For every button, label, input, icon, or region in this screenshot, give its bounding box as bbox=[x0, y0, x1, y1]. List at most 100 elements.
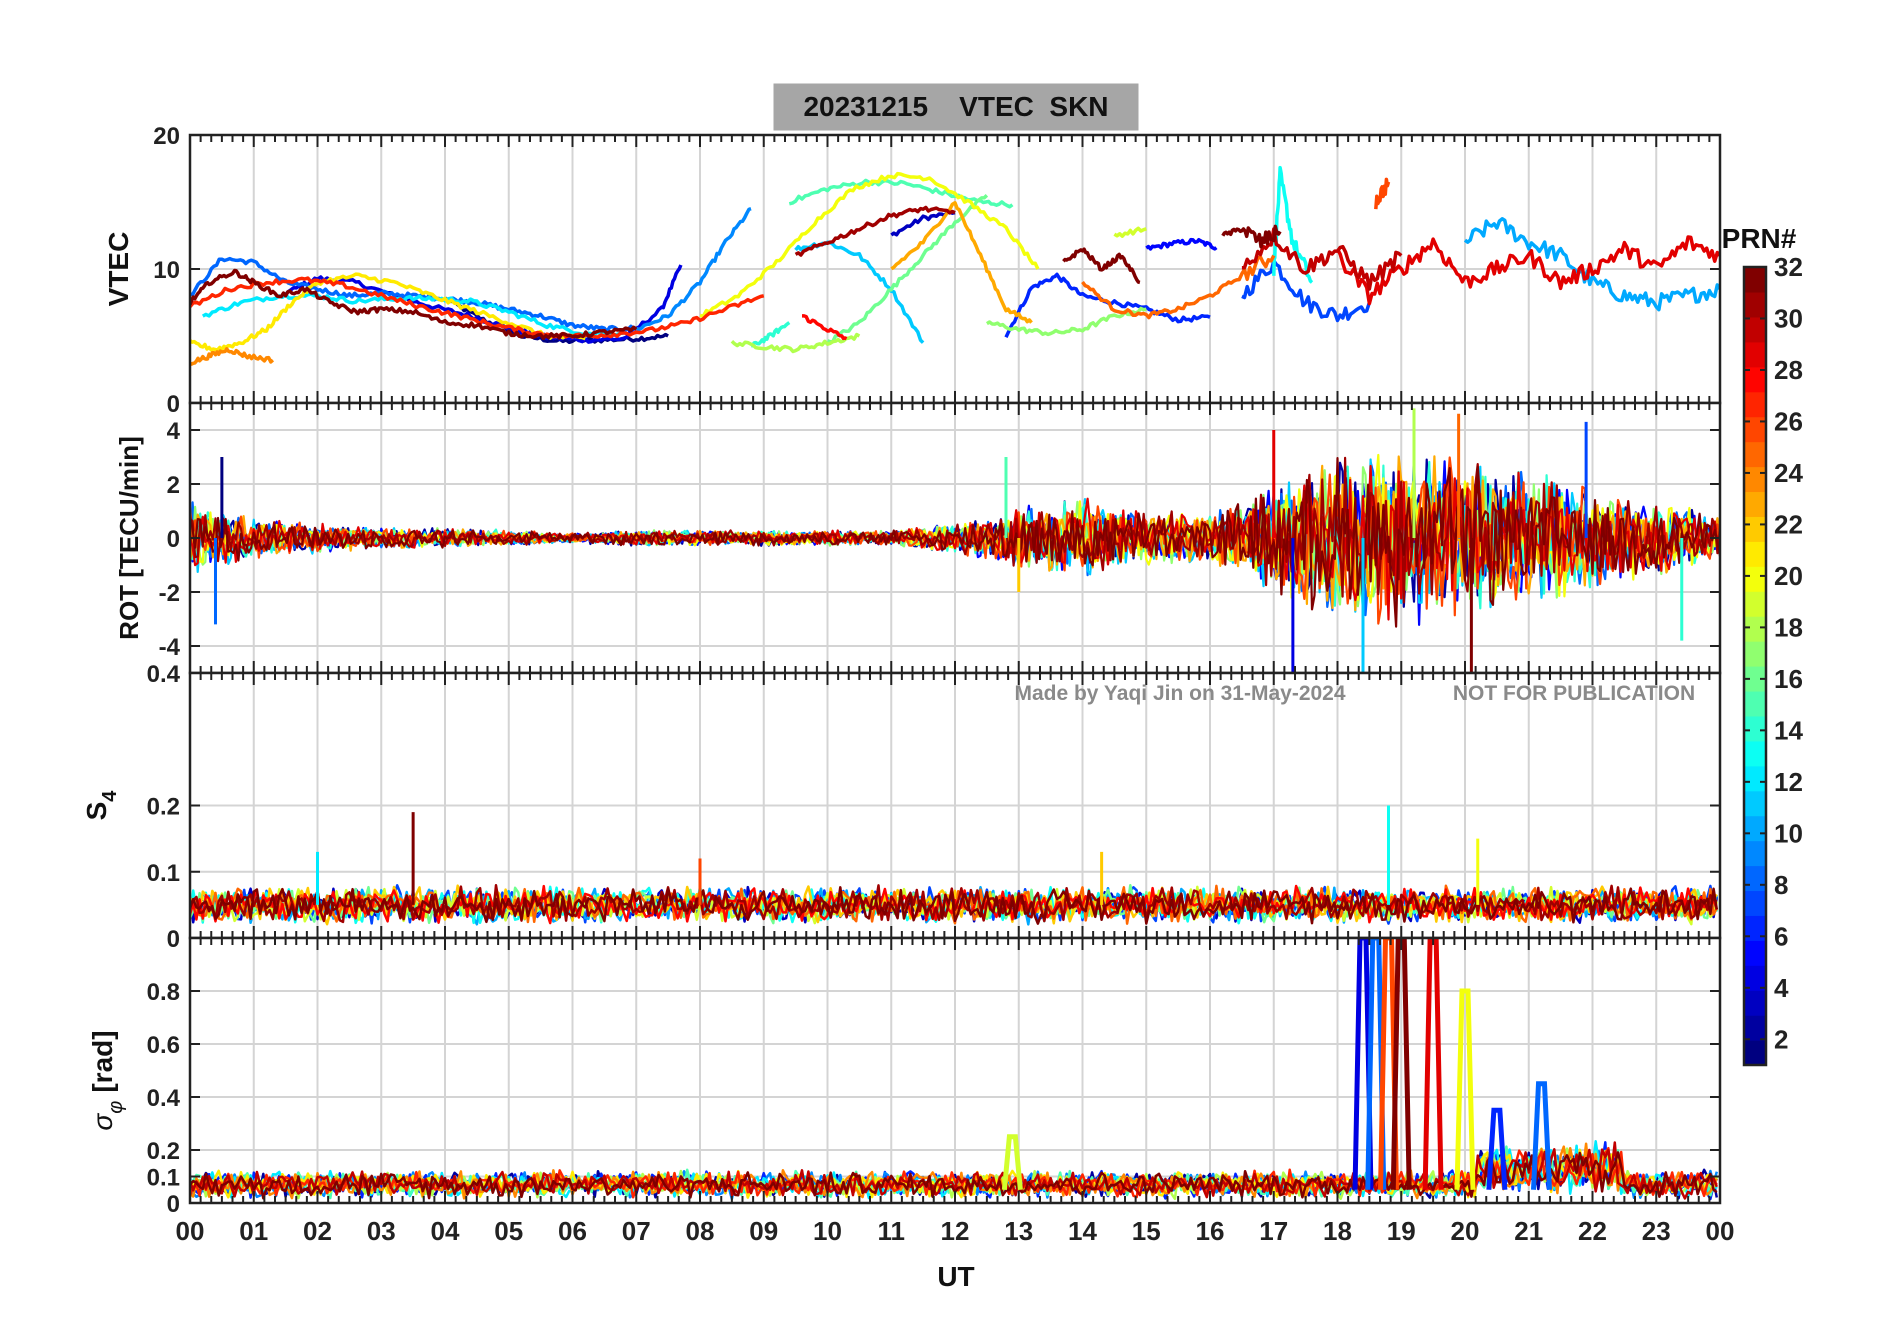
x-tick-label: 09 bbox=[749, 1216, 778, 1246]
y-tick-label: 0 bbox=[167, 526, 180, 553]
vtec-arc-prn-32 bbox=[1221, 224, 1282, 249]
s4-y-label-sub: 4 bbox=[99, 790, 121, 802]
x-axis-label: UT bbox=[937, 1261, 974, 1292]
colorbar-tick-label: 18 bbox=[1774, 612, 1803, 642]
panel-sigma-data bbox=[190, 938, 1719, 1201]
x-tick-label: 14 bbox=[1068, 1216, 1097, 1246]
x-tick-label: 01 bbox=[239, 1216, 268, 1246]
x-tick-label: 17 bbox=[1259, 1216, 1288, 1246]
y-tick-label: 20 bbox=[153, 123, 180, 150]
vtec-arc-prn-31 bbox=[794, 205, 956, 257]
y-tick-label: 0 bbox=[167, 1191, 180, 1218]
colorbar-tick-label: 14 bbox=[1774, 715, 1803, 745]
x-tick-label: 10 bbox=[813, 1216, 842, 1246]
colorbar-tick-label: 4 bbox=[1774, 973, 1789, 1003]
colorbar-tick-label: 28 bbox=[1774, 355, 1803, 385]
colorbar-segment bbox=[1744, 416, 1766, 443]
sigma-peak bbox=[1001, 1134, 1023, 1190]
x-tick-label: 13 bbox=[1004, 1216, 1033, 1246]
colorbar-segment bbox=[1744, 466, 1766, 493]
x-tick-label: 15 bbox=[1132, 1216, 1161, 1246]
colorbar-tick-label: 32 bbox=[1774, 252, 1803, 282]
panel-s4: 0 0.1 0.2 0.4 S4 bbox=[81, 661, 1722, 953]
sigma-peak bbox=[1486, 1107, 1508, 1190]
sigma-y-label-sub: φ bbox=[105, 1101, 127, 1114]
x-tick-label: 18 bbox=[1323, 1216, 1352, 1246]
y-tick-label: 10 bbox=[153, 257, 180, 284]
x-tick-label: 22 bbox=[1578, 1216, 1607, 1246]
vtec-arc-prn-5 bbox=[1145, 237, 1218, 251]
colorbar-segment bbox=[1744, 616, 1766, 642]
sigma-series-prn-30 bbox=[190, 1141, 1718, 1200]
colorbar-segment bbox=[1744, 915, 1766, 941]
y-tick-label: 0 bbox=[167, 926, 180, 953]
s4-series-prn-32 bbox=[190, 886, 1719, 925]
sigma-peak bbox=[1390, 938, 1412, 1190]
sigma-peak bbox=[1422, 938, 1444, 1190]
colorbar-tick-label: 12 bbox=[1774, 767, 1803, 797]
vtec-arc-prn-7 bbox=[1241, 259, 1372, 323]
x-tick-label: 16 bbox=[1196, 1216, 1225, 1246]
colorbar-segment bbox=[1744, 790, 1766, 817]
vtec-arc-prn-27 bbox=[190, 276, 765, 339]
x-tick-label: 12 bbox=[941, 1216, 970, 1246]
y-tick-label: 2 bbox=[167, 472, 180, 499]
colorbar-segment bbox=[1744, 890, 1766, 916]
y-tick-label: 0.4 bbox=[147, 1085, 181, 1112]
x-tick-label: 06 bbox=[558, 1216, 587, 1246]
vtec-arc-prn-29 bbox=[1335, 235, 1720, 306]
colorbar-tick-label: 20 bbox=[1774, 561, 1803, 591]
panel-rot: -4 -2 0 2 4 ROT [TECU/min] bbox=[114, 401, 1722, 675]
colorbar-tick-label: 2 bbox=[1774, 1024, 1788, 1054]
vtec-y-label: VTEC bbox=[103, 232, 134, 307]
colorbar-segment bbox=[1744, 591, 1766, 617]
colorbar-segment bbox=[1744, 765, 1766, 792]
x-tick-label: 03 bbox=[367, 1216, 396, 1246]
colorbar-segment bbox=[1744, 641, 1766, 667]
y-tick-label: 0.8 bbox=[147, 979, 180, 1006]
vtec-arc-prn-19 bbox=[1113, 226, 1147, 238]
sigma-peak bbox=[1454, 988, 1476, 1190]
y-tick-label: 0.6 bbox=[147, 1032, 180, 1059]
x-tick-label: 20 bbox=[1451, 1216, 1480, 1246]
colorbar-segment bbox=[1744, 491, 1766, 517]
vtec-arc-prn-17 bbox=[985, 306, 1147, 337]
colorbar-segment bbox=[1744, 690, 1766, 717]
colorbar-segment bbox=[1744, 566, 1766, 592]
y-tick-label: 0.2 bbox=[147, 1138, 180, 1165]
sigma-series-prn-32 bbox=[190, 1151, 1718, 1200]
x-tick-label: 04 bbox=[431, 1216, 460, 1246]
vtec-arc-prn-25 bbox=[1081, 254, 1276, 320]
vtec-arc-prn-16 bbox=[826, 194, 989, 344]
rot-y-label: ROT [TECU/min] bbox=[114, 436, 144, 640]
vtec-arc-prn-18 bbox=[730, 332, 861, 354]
panel-s4-data bbox=[190, 805, 1719, 926]
sigma-y-label-main: σ bbox=[87, 1113, 118, 1131]
panel-sigma: 00.10.2 0.4 0.6 0.8 σφ [rad] bbox=[87, 936, 1722, 1218]
y-tick-label: 0.4 bbox=[147, 661, 181, 688]
colorbar-tick-label: 24 bbox=[1774, 458, 1803, 488]
colorbar-segment bbox=[1744, 441, 1766, 468]
y-tick-label: -4 bbox=[159, 634, 181, 661]
colorbar-segment bbox=[1744, 990, 1766, 1016]
x-tick-label: 11 bbox=[878, 1216, 906, 1246]
x-tick-label: 02 bbox=[303, 1216, 332, 1246]
colorbar-segment bbox=[1744, 1040, 1766, 1066]
vtec-arc-prn-32 bbox=[190, 268, 638, 340]
colorbar-tick-label: 8 bbox=[1774, 870, 1788, 900]
colorbar-segment bbox=[1744, 965, 1766, 991]
s4-y-label-main: S bbox=[81, 802, 112, 821]
colorbar-segment bbox=[1744, 1015, 1766, 1041]
colorbar-segment bbox=[1744, 267, 1766, 293]
colorbar-segment bbox=[1744, 391, 1766, 418]
x-tick-label: 23 bbox=[1642, 1216, 1671, 1246]
vtec-arc-prn-32 bbox=[1062, 247, 1141, 285]
vtec-arc-prn-9 bbox=[635, 207, 752, 332]
vtec-arc-prn-24 bbox=[190, 347, 275, 366]
colorbar-label: PRN# bbox=[1722, 223, 1797, 254]
y-tick-label: -2 bbox=[159, 580, 180, 607]
colorbar-segment bbox=[1744, 815, 1766, 842]
colorbar-segment bbox=[1744, 715, 1766, 742]
colorbar-tick-label: 26 bbox=[1774, 406, 1803, 436]
